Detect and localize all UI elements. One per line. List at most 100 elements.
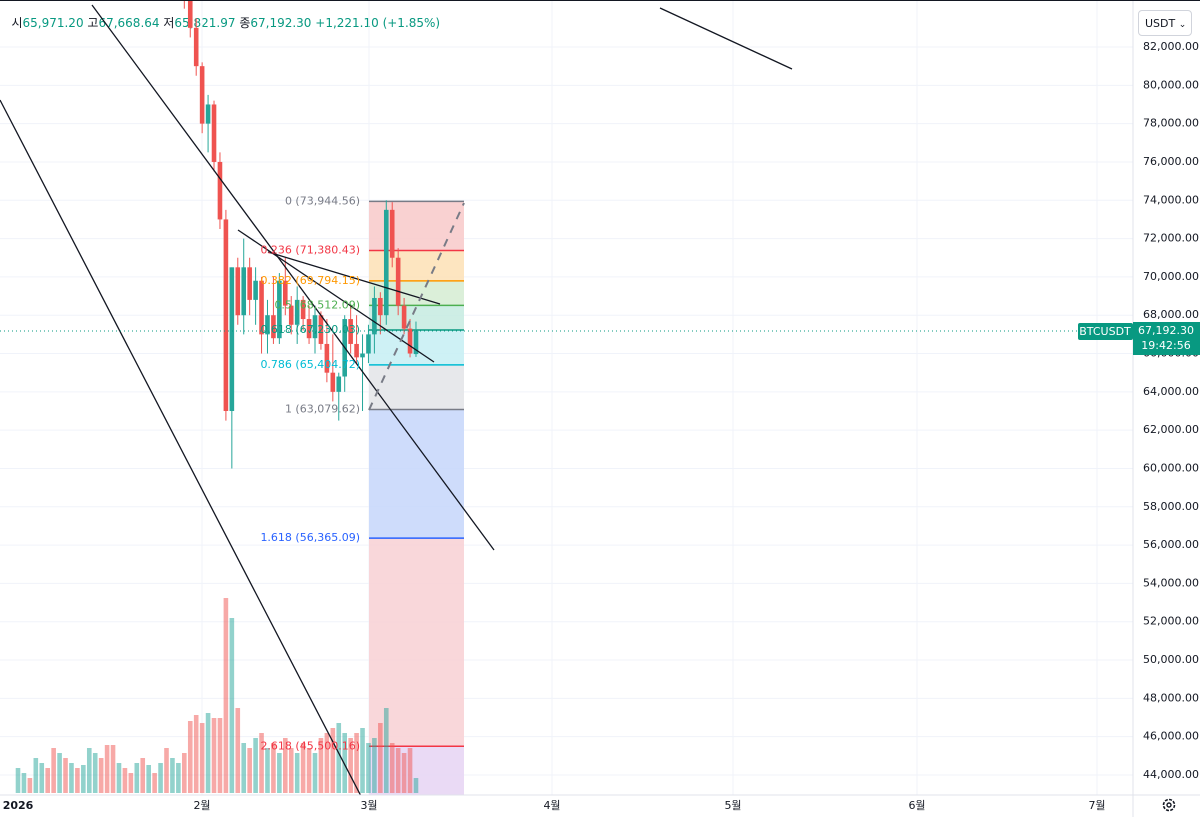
candle-body — [354, 343, 359, 358]
candle-body — [336, 376, 342, 392]
volume-bar — [360, 728, 365, 793]
volume-bar — [110, 745, 116, 793]
candle-body — [229, 267, 235, 411]
price-tick-label: 70,000.00 — [1143, 270, 1199, 283]
volume-bar — [187, 721, 193, 793]
ohlc-value: 65,971.20 — [22, 16, 84, 30]
volume-bar — [259, 733, 264, 793]
volume-bar — [69, 763, 74, 793]
candle-body — [193, 27, 199, 67]
candle-body — [294, 299, 300, 325]
trend-line — [659, 7, 793, 70]
candle-body — [395, 257, 401, 306]
fib-zone — [369, 409, 464, 539]
trend-line — [91, 4, 495, 551]
candle-body — [217, 161, 223, 220]
fib-label: 1.618 (56,365.09) — [260, 531, 360, 544]
candle-body — [283, 280, 288, 306]
candle-body — [259, 280, 264, 335]
candle-body — [312, 315, 318, 339]
volume-bar — [98, 758, 104, 793]
time-tick-label: 6월 — [908, 799, 925, 812]
volume-bar — [312, 753, 318, 793]
fib-label: 0.5 (68,512.09) — [274, 298, 360, 311]
time-tick-label: 5월 — [724, 799, 741, 812]
candle-body — [389, 209, 395, 258]
volume-bar — [176, 763, 181, 793]
volume-bar — [235, 708, 241, 793]
candle-body — [187, 0, 193, 28]
currency: USDT — [1145, 17, 1176, 30]
volume-bar — [51, 748, 56, 793]
grid — [0, 0, 1133, 795]
volume-bar — [348, 738, 353, 793]
fib-label: 0.786 (65,404.72) — [260, 358, 360, 371]
trend-line — [0, 99, 362, 795]
candle-body — [288, 305, 294, 325]
volume-bar — [407, 748, 413, 793]
ohlc-label: 시 — [11, 16, 23, 30]
price-tick-label: 58,000.00 — [1143, 500, 1199, 513]
candles — [183, 0, 419, 469]
volume-bar — [413, 778, 419, 793]
volume-bar — [116, 763, 122, 793]
symbol-tag — [1078, 323, 1133, 340]
volume-bar — [372, 738, 377, 793]
candle-body — [306, 319, 312, 339]
price-tick-label: 82,000.00 — [1143, 40, 1199, 53]
price-tick-label: 60,000.00 — [1143, 461, 1199, 474]
price-tick-label: 76,000.00 — [1143, 155, 1199, 168]
price-tick-label: 64,000.00 — [1143, 385, 1199, 398]
fib-label: 0.382 (69,794.15) — [260, 274, 360, 287]
trend-line — [267, 251, 441, 305]
volume-bar — [182, 753, 187, 793]
volume-bar — [253, 738, 258, 793]
volume-bar — [39, 763, 45, 793]
candle-body — [378, 297, 383, 316]
volume-bar — [158, 763, 163, 793]
candle-body — [253, 280, 258, 300]
price-tick-label: 44,000.00 — [1143, 768, 1199, 781]
fib-zone — [369, 201, 464, 251]
price-tick-label: 52,000.00 — [1143, 615, 1199, 628]
fib-label: 0.236 (71,380.43) — [260, 243, 360, 256]
time-tick-label: 2월 — [193, 799, 210, 812]
volume-bar — [300, 743, 306, 793]
volume-bar — [401, 753, 407, 793]
volume-bar — [318, 738, 324, 793]
candle-body — [211, 104, 217, 162]
candle-body — [401, 305, 407, 329]
price-tick-label: 80,000.00 — [1143, 78, 1199, 91]
candle-body — [366, 334, 371, 354]
volume-bar — [104, 745, 110, 793]
volume-bar — [205, 713, 211, 793]
volume-bar — [134, 763, 140, 793]
volume-bar — [217, 718, 223, 793]
volume-bar — [63, 758, 68, 793]
symbol-label: BTCUSDT — [1079, 325, 1131, 338]
volume-bar — [342, 733, 347, 793]
price-tick-label: 68,000.00 — [1143, 308, 1199, 321]
volume-bar — [241, 743, 247, 793]
fib-label: 0 (73,944.56) — [285, 194, 360, 207]
volume-bar — [354, 733, 359, 793]
volume-bar — [336, 723, 342, 793]
price-tick-label: 46,000.00 — [1143, 730, 1199, 743]
last-price: 67,192.30 — [1138, 324, 1194, 337]
volume-bar — [271, 743, 276, 793]
volume-bar — [366, 743, 371, 793]
settings-button[interactable] — [1161, 797, 1177, 813]
volume-bar — [152, 773, 157, 793]
time-tick-label: 4월 — [543, 799, 560, 812]
candle-body — [407, 328, 413, 354]
price-tick-label: 56,000.00 — [1143, 538, 1199, 551]
candle-body — [205, 104, 211, 124]
fib-labels: 0 (73,944.56) 0.236 (71,380.43) 0.382 (69,… — [260, 194, 360, 752]
volume-bar — [122, 768, 128, 793]
currency-select[interactable]: USDT ⌄ — [1138, 10, 1192, 36]
fib-label: 2.618 (45,500.16) — [260, 739, 360, 752]
volume-bar — [193, 715, 199, 793]
volume-bar — [140, 758, 146, 793]
